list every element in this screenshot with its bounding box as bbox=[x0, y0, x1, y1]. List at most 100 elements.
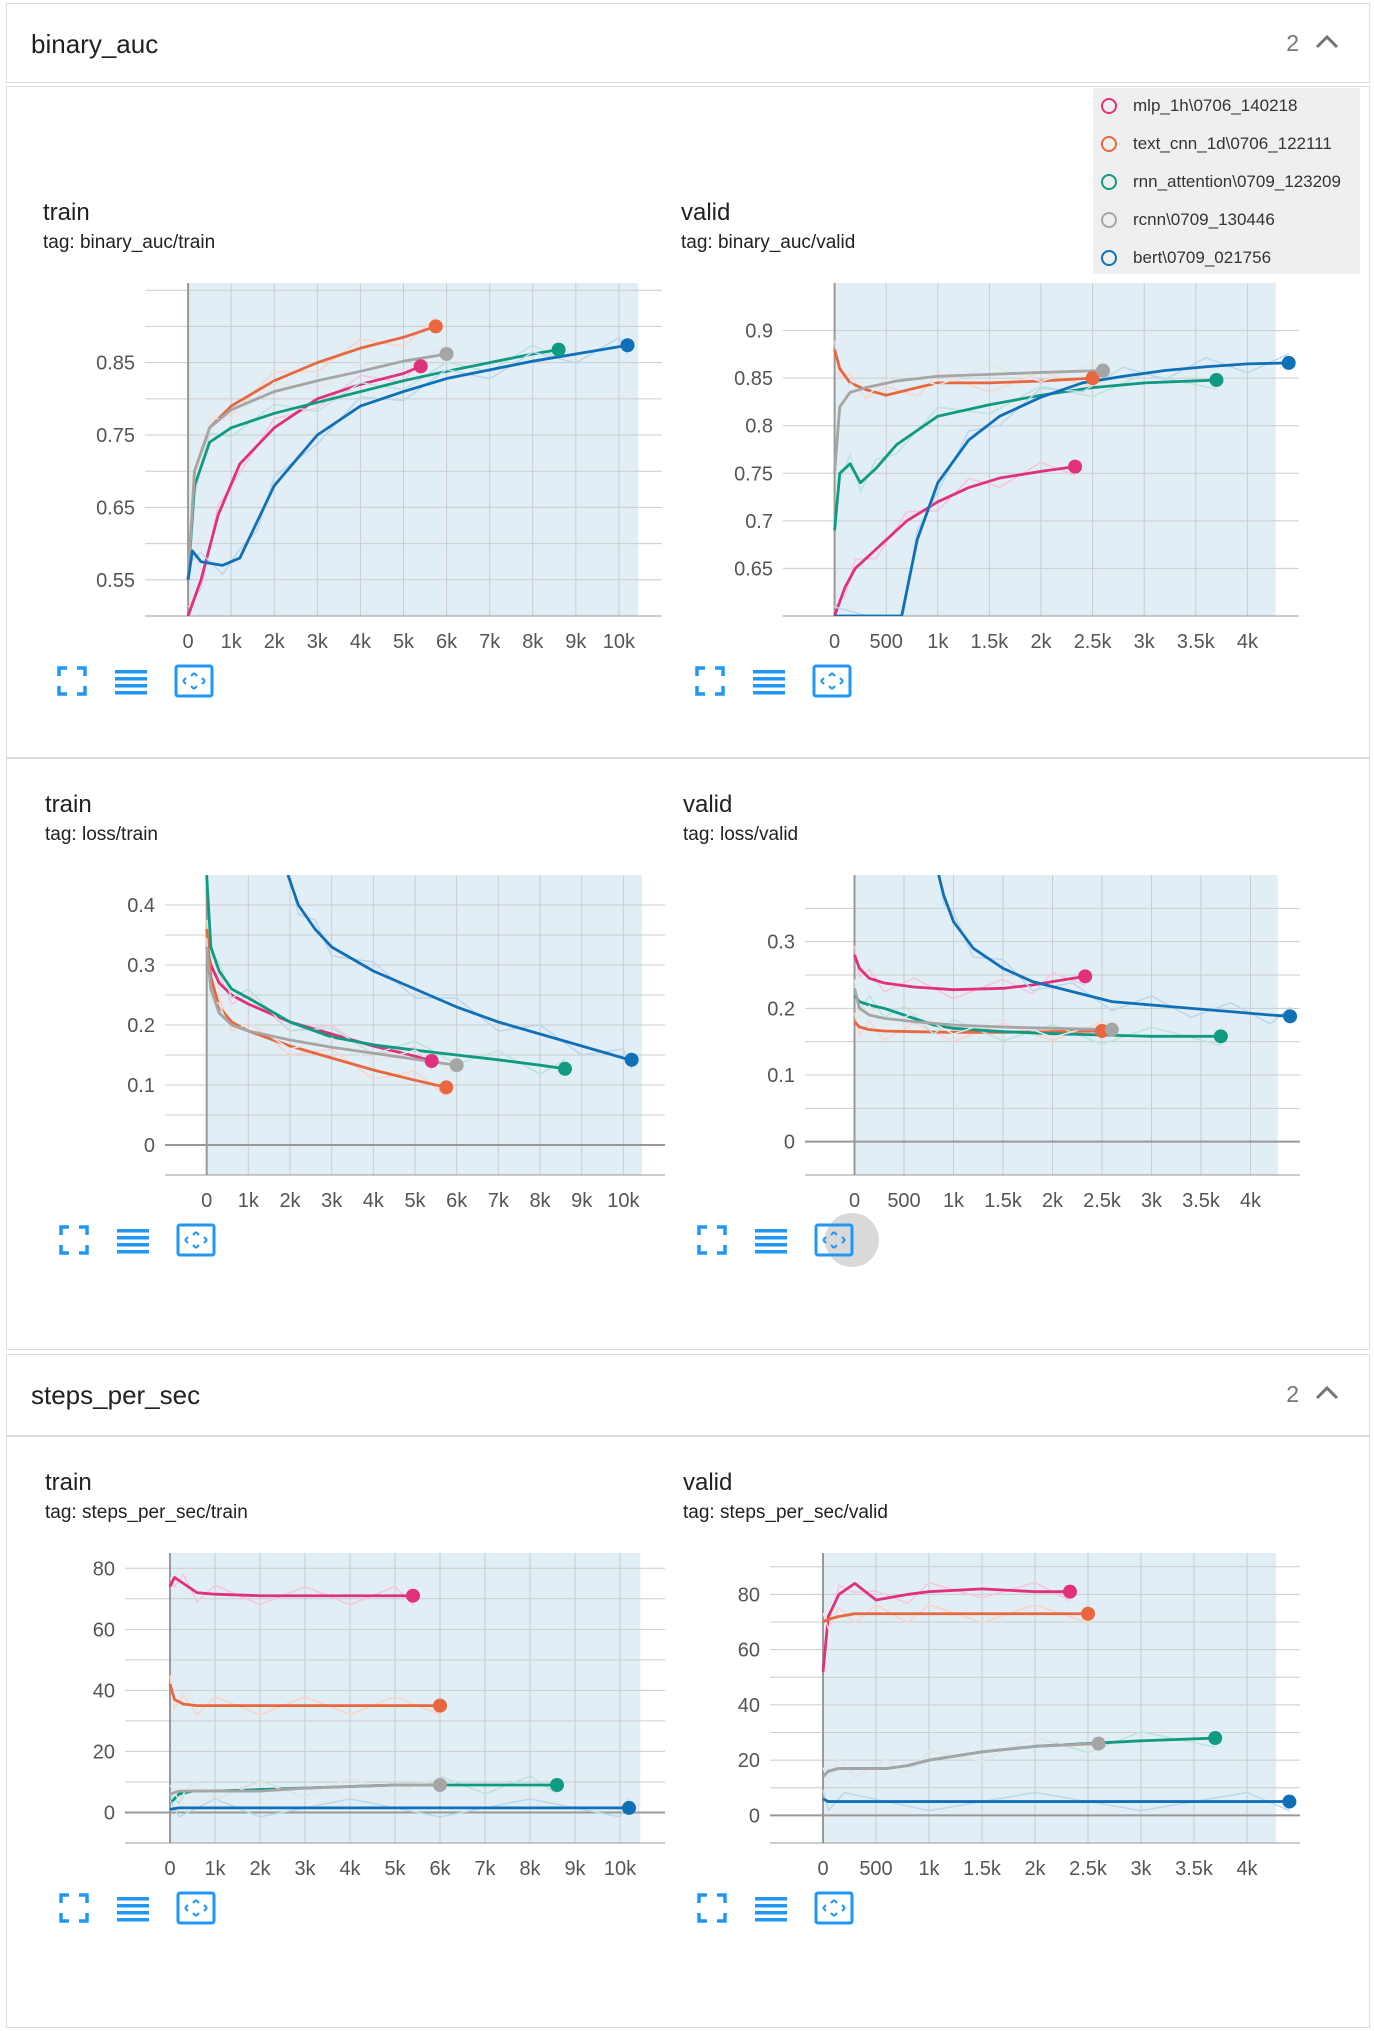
series-line-3[interactable] bbox=[186, 352, 447, 580]
series-line-3[interactable] bbox=[853, 987, 1112, 1032]
toggle-y-log-icon[interactable] bbox=[117, 1897, 149, 1922]
fit-domain-icon[interactable] bbox=[176, 1223, 216, 1257]
legend-item[interactable]: bert\0709_021756 bbox=[1093, 240, 1360, 278]
series-end-point-3[interactable] bbox=[1104, 1022, 1119, 1037]
run-color-icon[interactable] bbox=[1101, 98, 1117, 114]
chevron-up-icon[interactable] bbox=[1313, 1383, 1341, 1403]
toggle-y-log-icon[interactable] bbox=[117, 1229, 149, 1254]
series-end-point-2[interactable] bbox=[1213, 1029, 1228, 1044]
legend-item[interactable]: text_cnn_1d\0706_122111 bbox=[1093, 126, 1360, 164]
chart-3[interactable]: valid tag: loss/valid 0 500 1k 1.5k 2k 2.5k 3k 3.… bbox=[683, 791, 1300, 1212]
series-end-point-0[interactable] bbox=[1078, 969, 1093, 984]
legend-item[interactable]: rnn_attention\0709_123209 bbox=[1093, 164, 1360, 202]
series-line-3[interactable] bbox=[821, 1742, 1099, 1778]
toggle-y-log-icon[interactable] bbox=[753, 670, 785, 695]
fit-domain-icon[interactable] bbox=[814, 1891, 854, 1925]
fullscreen-icon[interactable] bbox=[697, 1893, 727, 1923]
fullscreen-icon[interactable] bbox=[57, 666, 87, 696]
series-line-3[interactable] bbox=[169, 1783, 440, 1796]
fullscreen-icon[interactable] bbox=[697, 1225, 727, 1255]
series-line-2[interactable] bbox=[833, 378, 1217, 531]
fullscreen-icon[interactable] bbox=[59, 1893, 89, 1923]
series-end-point-2[interactable] bbox=[1209, 373, 1224, 388]
series-end-point-2[interactable] bbox=[1208, 1731, 1223, 1746]
legend-item[interactable]: rcnn\0709_130446 bbox=[1093, 202, 1360, 240]
chart-1[interactable]: valid tag: binary_auc/valid 0 500 1k 1.5k 2k 2.… bbox=[681, 199, 1299, 653]
series-end-point-4[interactable] bbox=[624, 1052, 639, 1067]
run-color-icon[interactable] bbox=[1101, 212, 1117, 228]
series-line-0[interactable] bbox=[821, 1581, 1070, 1672]
series-end-point-3[interactable] bbox=[1095, 363, 1110, 378]
series-end-point-0[interactable] bbox=[413, 359, 428, 374]
series-line-1[interactable] bbox=[168, 1683, 440, 1708]
series-end-point-4[interactable] bbox=[620, 338, 635, 353]
series-end-point-1[interactable] bbox=[428, 319, 443, 334]
series-end-point-4[interactable] bbox=[622, 1800, 636, 1815]
series-end-point-4[interactable] bbox=[1282, 1794, 1297, 1809]
series-end-point-0[interactable] bbox=[424, 1054, 439, 1068]
series-end-point-3[interactable] bbox=[439, 346, 454, 361]
series-end-point-2[interactable] bbox=[558, 1061, 572, 1076]
section-header-binary-auc[interactable]: binary_auc 2 bbox=[6, 3, 1370, 83]
chart-5[interactable]: valid tag: steps_per_sec/valid 0 500 1k 1.5k 2… bbox=[683, 1469, 1300, 1880]
series-line-4[interactable] bbox=[286, 875, 632, 1062]
series-line-1[interactable] bbox=[205, 928, 447, 1089]
series-end-point-3[interactable] bbox=[1091, 1736, 1106, 1751]
series-line-4[interactable] bbox=[186, 343, 628, 581]
series-end-point-3[interactable] bbox=[433, 1778, 447, 1792]
fullscreen-icon[interactable] bbox=[695, 666, 725, 696]
run-color-icon[interactable] bbox=[1101, 250, 1117, 266]
legend-label: rcnn\0709_130446 bbox=[1133, 210, 1275, 229]
series-line-2[interactable] bbox=[205, 875, 566, 1071]
series-end-point-0[interactable] bbox=[1062, 1584, 1077, 1599]
series-line-4[interactable] bbox=[937, 875, 1291, 1018]
series-end-point-0[interactable] bbox=[1068, 459, 1083, 474]
chart-0[interactable]: train tag: binary_auc/train 0 1k 2k 3k 4k 5k 6k 7… bbox=[43, 199, 662, 653]
series-line-0[interactable] bbox=[833, 465, 1076, 616]
run-color-icon[interactable] bbox=[1101, 174, 1117, 190]
fit-domain-icon[interactable] bbox=[812, 664, 852, 698]
y-tick-label: 0 bbox=[749, 1805, 760, 1827]
series-raw-4 bbox=[834, 353, 1289, 616]
section-header-steps-per-sec[interactable]: steps_per_sec 2 bbox=[6, 1354, 1370, 1436]
y-tick-label: 0.75 bbox=[96, 425, 135, 447]
y-tick-label: 0.3 bbox=[127, 955, 155, 977]
series-end-point-3[interactable] bbox=[449, 1058, 464, 1073]
chart-tag: tag: loss/train bbox=[45, 824, 158, 845]
series-line-4[interactable] bbox=[834, 361, 1289, 616]
toggle-y-log-icon[interactable] bbox=[755, 1229, 787, 1254]
chart-2[interactable]: train tag: loss/train 0 1k 2k 3k 4k 5k 6k 7k 8k 9k 1… bbox=[45, 791, 665, 1212]
toggle-y-log-icon[interactable] bbox=[115, 670, 147, 695]
x-tick-label: 5k bbox=[384, 1858, 406, 1880]
series-end-point-0[interactable] bbox=[406, 1588, 420, 1603]
series-line-4[interactable] bbox=[169, 1806, 629, 1811]
series-line-0[interactable] bbox=[205, 946, 433, 1063]
chart-4[interactable]: train tag: steps_per_sec/train 0 1k 2k 3k 4k 5k… bbox=[45, 1469, 665, 1880]
series-end-point-4[interactable] bbox=[1281, 355, 1296, 370]
series-end-point-1[interactable] bbox=[1081, 1606, 1095, 1621]
x-tick-label: 7k bbox=[474, 1858, 496, 1880]
series-line-2[interactable] bbox=[186, 348, 559, 580]
run-color-icon[interactable] bbox=[1101, 136, 1117, 152]
legend-item[interactable]: mlp_1h\0706_140218 bbox=[1093, 88, 1360, 126]
y-tick-label: 0.1 bbox=[127, 1075, 155, 1097]
toggle-y-log-icon[interactable] bbox=[755, 1897, 787, 1922]
series-end-point-1[interactable] bbox=[439, 1080, 454, 1095]
series-line-0[interactable] bbox=[168, 1576, 413, 1598]
fit-domain-icon[interactable] bbox=[174, 664, 214, 698]
series-end-point-2[interactable] bbox=[551, 342, 566, 357]
fit-domain-icon[interactable] bbox=[176, 1891, 216, 1925]
series-end-point-1[interactable] bbox=[433, 1698, 447, 1713]
series-line-3[interactable] bbox=[205, 946, 457, 1067]
fit-domain-icon[interactable] bbox=[814, 1223, 854, 1257]
series-end-point-2[interactable] bbox=[550, 1778, 564, 1792]
series-end-point-4[interactable] bbox=[1283, 1009, 1298, 1024]
series-line-3[interactable] bbox=[833, 369, 1103, 474]
series-line-4[interactable] bbox=[822, 1797, 1290, 1803]
series-line-1[interactable] bbox=[833, 349, 1093, 397]
fullscreen-icon[interactable] bbox=[59, 1225, 89, 1255]
series-line-1[interactable] bbox=[822, 1612, 1088, 1624]
chevron-up-icon[interactable] bbox=[1313, 32, 1341, 52]
series-end-point-1[interactable] bbox=[1085, 371, 1100, 386]
